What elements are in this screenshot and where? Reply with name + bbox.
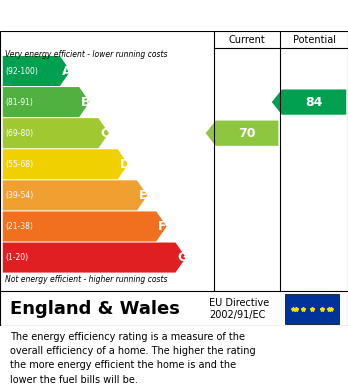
Text: Potential: Potential: [293, 35, 335, 45]
Text: Very energy efficient - lower running costs: Very energy efficient - lower running co…: [5, 50, 168, 59]
Text: (69-80): (69-80): [5, 129, 33, 138]
Text: (21-38): (21-38): [5, 222, 33, 231]
Text: A: A: [62, 65, 71, 77]
Text: EU Directive
2002/91/EC: EU Directive 2002/91/EC: [209, 298, 269, 320]
Text: England & Wales: England & Wales: [10, 300, 180, 318]
Bar: [285, 294, 339, 324]
Text: (92-100): (92-100): [5, 66, 38, 75]
Text: 70: 70: [238, 127, 256, 140]
Text: (1-20): (1-20): [5, 253, 28, 262]
Text: G: G: [177, 251, 188, 264]
Polygon shape: [3, 212, 167, 242]
Text: 84: 84: [306, 95, 323, 109]
Text: F: F: [158, 220, 166, 233]
Polygon shape: [206, 120, 278, 146]
Polygon shape: [3, 149, 128, 179]
Polygon shape: [3, 56, 70, 86]
Text: The energy efficiency rating is a measure of the
overall efficiency of a home. T: The energy efficiency rating is a measur…: [10, 332, 256, 385]
Text: D: D: [119, 158, 130, 171]
Polygon shape: [3, 118, 109, 148]
Text: Not energy efficient - higher running costs: Not energy efficient - higher running co…: [5, 275, 168, 284]
Text: B: B: [81, 95, 90, 109]
Polygon shape: [3, 180, 148, 210]
Text: C: C: [100, 127, 109, 140]
Text: E: E: [139, 189, 147, 202]
Text: Current: Current: [229, 35, 266, 45]
Text: (39-54): (39-54): [5, 191, 33, 200]
Polygon shape: [3, 87, 90, 117]
Polygon shape: [272, 90, 346, 115]
Text: Energy Efficiency Rating: Energy Efficiency Rating: [10, 8, 220, 23]
Text: (81-91): (81-91): [5, 98, 33, 107]
Text: (55-68): (55-68): [5, 160, 33, 169]
Polygon shape: [3, 242, 186, 273]
